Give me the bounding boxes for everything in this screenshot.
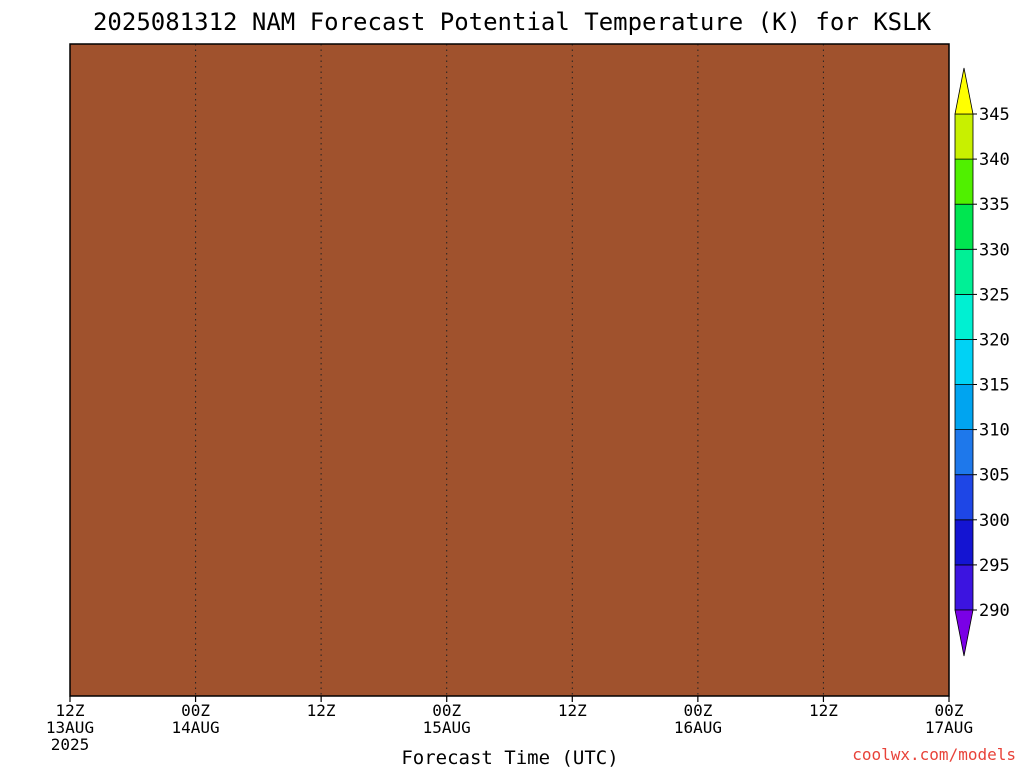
colorbar-label: 335 xyxy=(979,195,1010,215)
colorbar-label: 300 xyxy=(979,511,1010,531)
colorbar-segment xyxy=(954,203,974,250)
colorbar-label: 340 xyxy=(979,150,1010,170)
colorbar-label: 345 xyxy=(979,105,1010,125)
colorbar-label: 325 xyxy=(979,285,1010,305)
colorbar-segment xyxy=(954,293,974,340)
x-tick-label: 00Z xyxy=(683,701,712,720)
x-tick-label: 12Z xyxy=(56,701,85,720)
colorbar-label: 315 xyxy=(979,376,1010,396)
colorbar-bottom-arrow xyxy=(954,609,974,657)
x-tick-label: 12Z xyxy=(809,701,838,720)
chart-title: 2025081312 NAM Forecast Potential Temper… xyxy=(93,8,932,36)
colorbar-label: 320 xyxy=(979,331,1010,351)
plot-frame xyxy=(69,43,950,697)
x-tick-label: 00Z xyxy=(432,701,461,720)
x-tick-label: 13AUG xyxy=(46,718,94,737)
colorbar-segment xyxy=(954,339,974,385)
colorbar-segment xyxy=(954,248,974,295)
colorbar-segment xyxy=(954,474,974,521)
colorbar-segment xyxy=(954,564,974,611)
grid xyxy=(70,44,949,696)
x-tick-label: 12Z xyxy=(558,701,587,720)
x-tick-label: 17AUG xyxy=(925,718,973,737)
colorbar: 290 295 300 305 310 315 320 325 330 335 340 345 xyxy=(954,67,1010,657)
ground-fill xyxy=(70,44,949,696)
colorbar-label: 330 xyxy=(979,240,1010,260)
ground-layer xyxy=(70,44,949,696)
colorbar-segment xyxy=(954,384,974,430)
x-tick-label: 2025 xyxy=(51,735,90,754)
colorbar-segment xyxy=(954,113,974,160)
x-tick-label: 00Z xyxy=(935,701,964,720)
x-tick-label: 00Z xyxy=(181,701,210,720)
colorbar-segment xyxy=(954,429,974,476)
colorbar-label: 310 xyxy=(979,421,1010,441)
colorbar-segment xyxy=(954,158,974,205)
x-tick-label: 12Z xyxy=(307,701,336,720)
colorbar-label: 295 xyxy=(979,556,1010,576)
colorbar-top-arrow xyxy=(954,67,974,115)
colorbar-segment xyxy=(954,519,974,566)
colorbar-label: 290 xyxy=(979,601,1010,621)
x-tick-label: 15AUG xyxy=(423,718,471,737)
x-axis-title: Forecast Time (UTC) xyxy=(401,747,618,768)
x-tick-label: 16AUG xyxy=(674,718,722,737)
colorbar-label: 305 xyxy=(979,466,1010,486)
credit-link[interactable]: coolwx.com/models xyxy=(852,745,1016,764)
x-tick-label: 14AUG xyxy=(172,718,220,737)
